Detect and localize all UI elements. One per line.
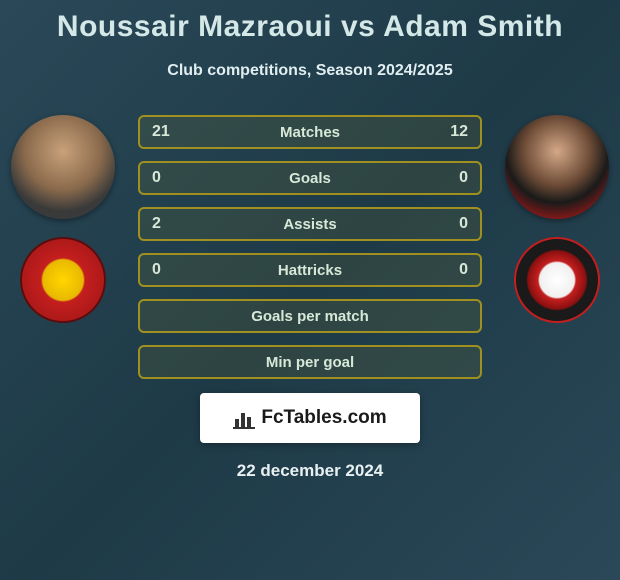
comparison-area: 21 Matches 12 0 Goals 0 2 Assists 0 0 Ha… xyxy=(0,115,620,379)
player-left-column xyxy=(8,115,118,323)
stat-row-min-per-goal: Min per goal xyxy=(138,345,482,379)
chart-icon xyxy=(233,407,255,429)
stat-label: Assists xyxy=(283,216,336,233)
stat-right-value: 0 xyxy=(459,169,468,187)
club-left-badge xyxy=(20,237,106,323)
stat-row-goals: 0 Goals 0 xyxy=(138,161,482,195)
stat-left-value: 21 xyxy=(152,123,170,141)
stat-left-value: 0 xyxy=(152,169,161,187)
player-right-column xyxy=(502,115,612,323)
stat-row-assists: 2 Assists 0 xyxy=(138,207,482,241)
club-right-badge xyxy=(514,237,600,323)
stat-label: Matches xyxy=(280,124,340,141)
stat-label: Goals xyxy=(289,170,331,187)
stats-list: 21 Matches 12 0 Goals 0 2 Assists 0 0 Ha… xyxy=(138,115,482,379)
stat-right-value: 0 xyxy=(459,215,468,233)
stat-row-hattricks: 0 Hattricks 0 xyxy=(138,253,482,287)
stat-left-value: 2 xyxy=(152,215,161,233)
player-left-photo xyxy=(11,115,115,219)
date-text: 22 december 2024 xyxy=(0,461,620,481)
stat-row-goals-per-match: Goals per match xyxy=(138,299,482,333)
stat-row-matches: 21 Matches 12 xyxy=(138,115,482,149)
stat-label: Min per goal xyxy=(266,354,354,371)
brand-text: FcTables.com xyxy=(261,407,386,429)
page-title: Noussair Mazraoui vs Adam Smith xyxy=(0,0,620,44)
stat-left-value: 0 xyxy=(152,261,161,279)
stat-label: Hattricks xyxy=(278,262,342,279)
stat-label: Goals per match xyxy=(251,308,369,325)
stat-right-value: 0 xyxy=(459,261,468,279)
brand-box: FcTables.com xyxy=(200,393,420,443)
subtitle: Club competitions, Season 2024/2025 xyxy=(0,62,620,80)
player-right-photo xyxy=(505,115,609,219)
stat-right-value: 12 xyxy=(450,123,468,141)
